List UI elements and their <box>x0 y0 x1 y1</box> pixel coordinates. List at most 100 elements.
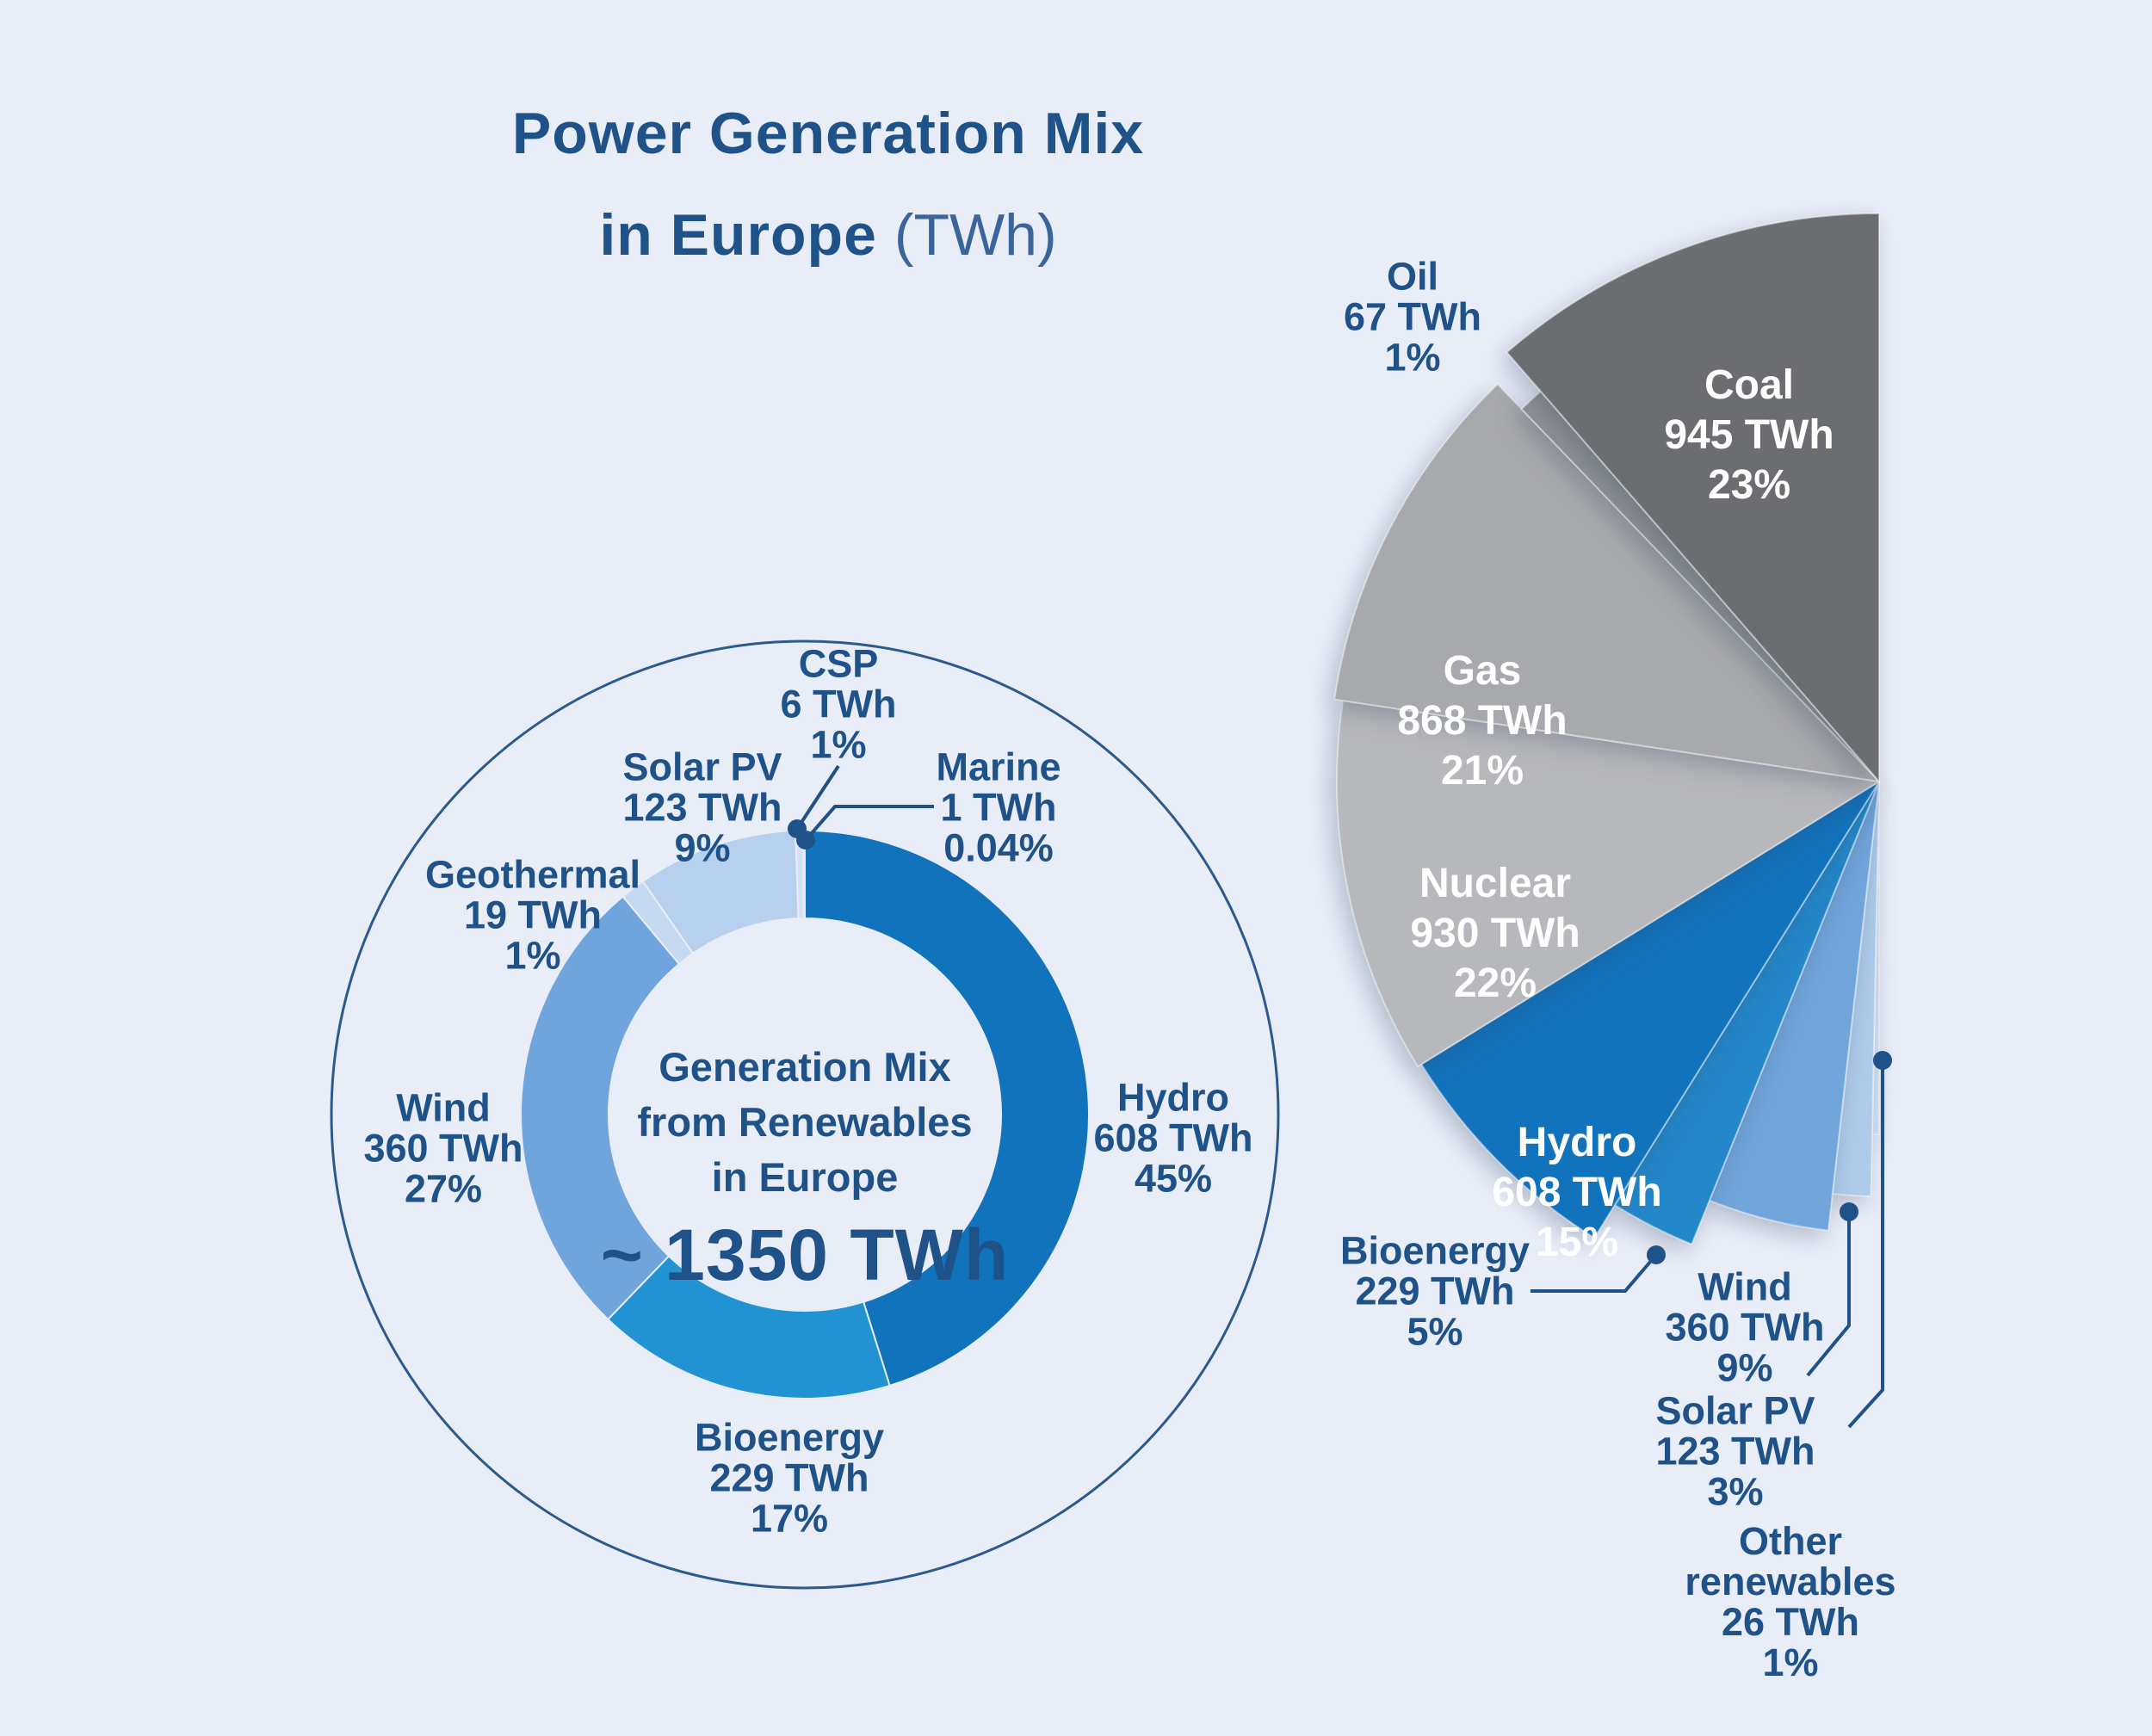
donut-label-marine: Marine 1 TWh 0.04% <box>936 747 1061 868</box>
label-pct: 9% <box>674 825 731 870</box>
other-renewables-leader <box>1847 1060 1884 1429</box>
fan-pie-chart <box>1333 212 1882 1245</box>
donut-label-bioenergy: Bioenergy 229 TWh 17% <box>695 1418 884 1539</box>
label-name: Wind <box>396 1085 491 1130</box>
label-name: CSP <box>798 641 879 686</box>
marine-leader-dot <box>796 831 815 849</box>
label-name: Solar PV <box>1655 1388 1815 1433</box>
donut-center-text: Generation Mix from Renewables in Europe… <box>601 1040 1010 1296</box>
pie-label-oil: Oil 67 TWh 1% <box>1344 256 1481 378</box>
label-value: 67 TWh <box>1343 294 1482 339</box>
label-value: 608 TWh <box>1492 1170 1662 1215</box>
title-line-1: Power Generation Mix <box>511 101 1145 166</box>
label-pct: 1% <box>504 933 561 978</box>
label-value: 19 TWh <box>463 893 603 937</box>
label-pct: 1% <box>1384 335 1441 380</box>
label-value: 123 TWh <box>1655 1429 1815 1473</box>
donut-center-line: Generation Mix <box>659 1044 951 1090</box>
label-value: 123 TWh <box>622 785 782 830</box>
solar-pv-leader <box>1806 1212 1851 1377</box>
pie-label-gas: Gas 868 TWh 21% <box>1397 646 1567 796</box>
pie-label-nuclear: Nuclear 930 TWh 22% <box>1410 859 1580 1009</box>
label-value: 868 TWh <box>1397 698 1568 744</box>
title-line-2: in Europe (TWh) <box>512 184 1144 286</box>
label-value: 26 TWh <box>1721 1600 1859 1644</box>
pie-slice-hydro <box>1419 781 1880 1239</box>
leader-lines <box>788 764 1892 1429</box>
pie-slice-bioenergy <box>1613 781 1880 1245</box>
marine-leader <box>804 805 934 842</box>
pie-label-hydro: Hydro 608 TWh 15% <box>1492 1118 1661 1268</box>
outer-circle <box>330 639 1280 1590</box>
donut-label-hydro: Hydro 608 TWh 45% <box>1093 1078 1252 1199</box>
label-pct: 22% <box>1453 961 1537 1006</box>
pie-label-coal: Coal 945 TWh 23% <box>1664 361 1834 510</box>
pie-label-solar-pv: Solar PV 123 TWh 3% <box>1655 1391 1815 1512</box>
bioenergy-leader-dot <box>1647 1245 1666 1264</box>
label-name: Geothermal <box>424 852 641 897</box>
label-name: Nuclear <box>1419 861 1572 906</box>
label-name: Bioenergy <box>694 1415 885 1460</box>
donut-segment-wind <box>520 895 681 1321</box>
label-name: Other renewables <box>1644 1521 1937 1602</box>
label-name: Hydro <box>1517 1120 1637 1165</box>
pie-slice-wind <box>1708 781 1880 1232</box>
label-pct: 0.04% <box>943 825 1054 870</box>
bioenergy-leader <box>1531 1253 1658 1293</box>
label-pct: 15% <box>1535 1220 1619 1265</box>
donut-segment-hydro <box>804 829 1090 1387</box>
label-value: 6 TWh <box>780 682 897 726</box>
label-value: 360 TWh <box>363 1126 523 1171</box>
label-pct: 21% <box>1440 748 1524 794</box>
pie-slice-solar-pv <box>1831 781 1880 1197</box>
donut-center-value: ~ 1350 TWh <box>600 1214 1010 1295</box>
donut-label-csp: CSP 6 TWh 1% <box>781 644 897 765</box>
pie-slice-coal <box>1506 212 1880 784</box>
label-value: 1 TWh <box>940 785 1057 830</box>
label-value: 608 TWh <box>1093 1115 1253 1160</box>
pie-slice-nuclear <box>1336 699 1882 1068</box>
label-name: Solar PV <box>622 744 782 789</box>
label-value: 360 TWh <box>1665 1305 1825 1350</box>
label-name: Marine <box>936 744 1061 789</box>
donut-label-wind: Wind 360 TWh 27% <box>363 1088 523 1209</box>
label-value: 229 TWh <box>1355 1269 1515 1313</box>
donut-outer-circle <box>330 639 1280 1590</box>
pie-slice-gas <box>1333 382 1882 783</box>
label-value: 930 TWh <box>1410 911 1580 956</box>
pie-slice-oil <box>1520 390 1880 782</box>
pie-slice-other-renewables <box>1871 781 1880 1136</box>
other-renewables-leader-dot <box>1873 1051 1892 1070</box>
donut-center-line: from Renewables <box>637 1099 973 1145</box>
label-name: Gas <box>1443 648 1522 694</box>
donut-center-line: in Europe <box>711 1154 899 1200</box>
label-name: Wind <box>1697 1264 1792 1309</box>
label-pct: 1% <box>1762 1640 1819 1684</box>
label-pct: 3% <box>1707 1469 1764 1514</box>
title-line-2-bold: in Europe <box>599 202 877 268</box>
pie-label-bioenergy: Bioenergy 229 TWh 5% <box>1340 1231 1530 1352</box>
label-name: Hydro <box>1116 1075 1230 1120</box>
donut-label-solar-pv: Solar PV 123 TWh 9% <box>622 747 782 868</box>
label-pct: 17% <box>750 1496 829 1541</box>
label-pct: 1% <box>810 722 867 767</box>
title-unit: (TWh) <box>894 202 1057 268</box>
label-pct: 5% <box>1407 1309 1463 1354</box>
label-pct: 9% <box>1716 1345 1773 1390</box>
label-pct: 45% <box>1134 1156 1213 1201</box>
donut-chart <box>520 829 1090 1399</box>
label-name-text: Other renewables <box>1685 1519 1896 1603</box>
label-name: Oil <box>1386 254 1439 299</box>
csp-leader <box>795 764 840 831</box>
label-value: 945 TWh <box>1664 412 1834 458</box>
label-value: 229 TWh <box>709 1455 869 1500</box>
pie-label-other-renewables: Other renewables 26 TWh 1% <box>1644 1521 1937 1683</box>
label-name: Bioenergy <box>1339 1228 1531 1273</box>
label-pct: 27% <box>404 1166 483 1211</box>
pie-label-wind: Wind 360 TWh 9% <box>1665 1267 1824 1388</box>
donut-label-geothermal: Geothermal 19 TWh 1% <box>425 855 640 976</box>
solar-pv-leader-dot <box>1840 1202 1858 1221</box>
label-name: Coal <box>1704 362 1794 408</box>
